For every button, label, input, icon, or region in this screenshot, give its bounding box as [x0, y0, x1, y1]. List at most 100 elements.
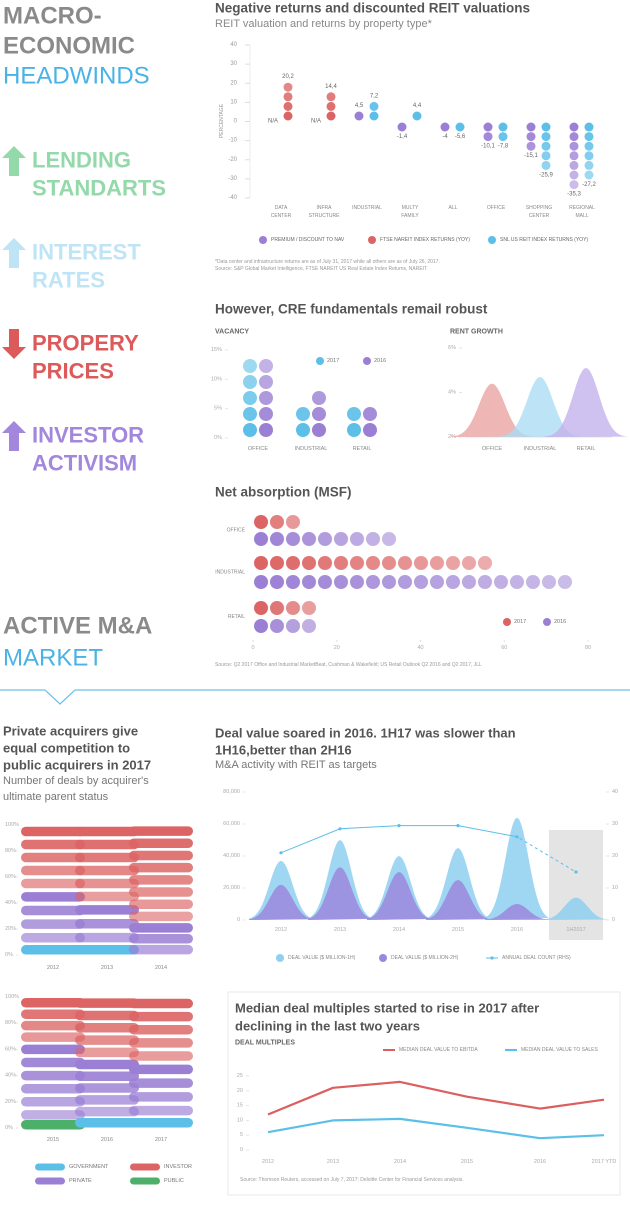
- y-tick-label: 100%: [5, 994, 19, 1000]
- dot: [259, 423, 273, 437]
- x-tick-label: RETAIL: [353, 446, 372, 452]
- dot: [326, 101, 336, 111]
- dot: [526, 132, 536, 142]
- dot: [541, 132, 551, 142]
- dot: [243, 359, 257, 373]
- axis-title: PERCENTAGE: [219, 103, 225, 138]
- section-divider: [0, 689, 630, 705]
- y-tick-label: 80%: [5, 1020, 16, 1026]
- pill: [75, 919, 139, 929]
- bell-curve: [498, 376, 582, 437]
- x-tick-label: 2015: [47, 1137, 59, 1143]
- legend-swatch: [130, 1177, 160, 1185]
- dot: [334, 575, 348, 589]
- y-tick-label: 10: [237, 1117, 243, 1123]
- area-bump: [544, 897, 608, 920]
- legend-swatch: [130, 1163, 160, 1171]
- dot: [350, 575, 364, 589]
- stack-segment: [21, 892, 85, 943]
- dot: [584, 170, 594, 180]
- stack-segment: [75, 1118, 139, 1128]
- stack-segment: [129, 1118, 193, 1128]
- pill: [75, 878, 139, 889]
- dot-column: [369, 101, 379, 121]
- dot-column: [440, 122, 450, 132]
- pill: [75, 905, 139, 915]
- pill: [75, 852, 139, 863]
- legend-label: FTSE NAREIT INDEX RETURNS (YOY): [380, 237, 470, 243]
- dot: [326, 92, 336, 102]
- dot: [483, 132, 493, 142]
- headline: MACRO-: [3, 3, 102, 30]
- x-tick-label: REGIONAL: [569, 205, 595, 211]
- x-tick-label: 2013: [327, 1159, 339, 1165]
- dot: [569, 180, 579, 190]
- footnote: *Data center and infrastructure returns …: [215, 259, 440, 265]
- pill: [21, 1020, 85, 1031]
- line-point: [338, 827, 342, 831]
- dot: [243, 423, 257, 437]
- dot: [366, 532, 380, 546]
- y-tick-label: 0%: [5, 1125, 13, 1131]
- pill: [75, 1035, 139, 1045]
- dot: [302, 619, 316, 633]
- dot: [286, 619, 300, 633]
- y2-tick-label: 10: [612, 885, 618, 891]
- legend-label: PREMIUM / DISCOUNT TO NAV: [271, 237, 345, 243]
- dot-column: [412, 111, 422, 121]
- chart-subtitle: VACANCY: [215, 329, 249, 336]
- chart-title: public acquirers in 2017: [3, 758, 151, 773]
- dot: [334, 556, 348, 570]
- pill: [129, 862, 193, 873]
- y-tick-label: 80%: [5, 848, 16, 854]
- value-label: -1,4: [397, 134, 408, 140]
- x-tick-label: 80: [585, 645, 591, 651]
- dot: [498, 122, 508, 132]
- value-label: 20,2: [282, 74, 294, 80]
- dot: [584, 132, 594, 142]
- legend-label: MEDIAN DEAL VALUE TO EBITDA: [399, 1047, 478, 1053]
- stack-segment: [21, 997, 85, 1042]
- pill: [21, 1044, 85, 1055]
- legend-label: 2016: [374, 358, 386, 364]
- line-series: [267, 1117, 605, 1140]
- y-tick-label: 2%: [448, 434, 456, 440]
- legend-label: DEAL VALUE ($ MILLION-1H): [288, 955, 356, 961]
- pill: [21, 826, 85, 837]
- x-tick-label: 2016: [101, 1137, 113, 1143]
- dot: [286, 601, 300, 615]
- stack-segment: [75, 1059, 139, 1117]
- y-tick-label: 60,000: [223, 821, 240, 827]
- y-tick-label: 20,000: [223, 885, 240, 891]
- pill: [129, 838, 193, 849]
- pill: [75, 1106, 139, 1117]
- chart-frame: [227, 991, 621, 1196]
- dot: [302, 575, 316, 589]
- dot: [584, 122, 594, 132]
- dot-column: [569, 122, 579, 190]
- pill: [129, 826, 193, 836]
- legend-label: 2017: [327, 358, 339, 364]
- dot: [584, 141, 594, 151]
- chart-subtitle: M&A activity with REIT as targets: [215, 759, 377, 771]
- legend-label: INVESTOR: [164, 1164, 192, 1170]
- pill: [21, 852, 85, 863]
- pill: [129, 1092, 193, 1102]
- pill: [21, 892, 85, 902]
- x-tick-label: 2014: [155, 965, 167, 971]
- legend-swatch: [379, 954, 387, 962]
- legend-swatch: [503, 618, 511, 626]
- area-bump: [426, 880, 490, 920]
- y-tick-label: -40: [228, 195, 237, 201]
- legend-swatch: [490, 956, 494, 960]
- value-label: 4,4: [413, 103, 422, 109]
- y-tick-label: 40,000: [223, 853, 240, 859]
- dot: [569, 151, 579, 161]
- dot: [254, 619, 268, 633]
- legend-swatch: [316, 357, 324, 365]
- y-tick-label: 20: [230, 80, 237, 86]
- value-label: 7,2: [370, 93, 379, 99]
- y-tick-label: 80,000: [223, 789, 240, 795]
- dot: [414, 575, 428, 589]
- chart-subtitle: REIT valuation and returns by property t…: [215, 18, 433, 30]
